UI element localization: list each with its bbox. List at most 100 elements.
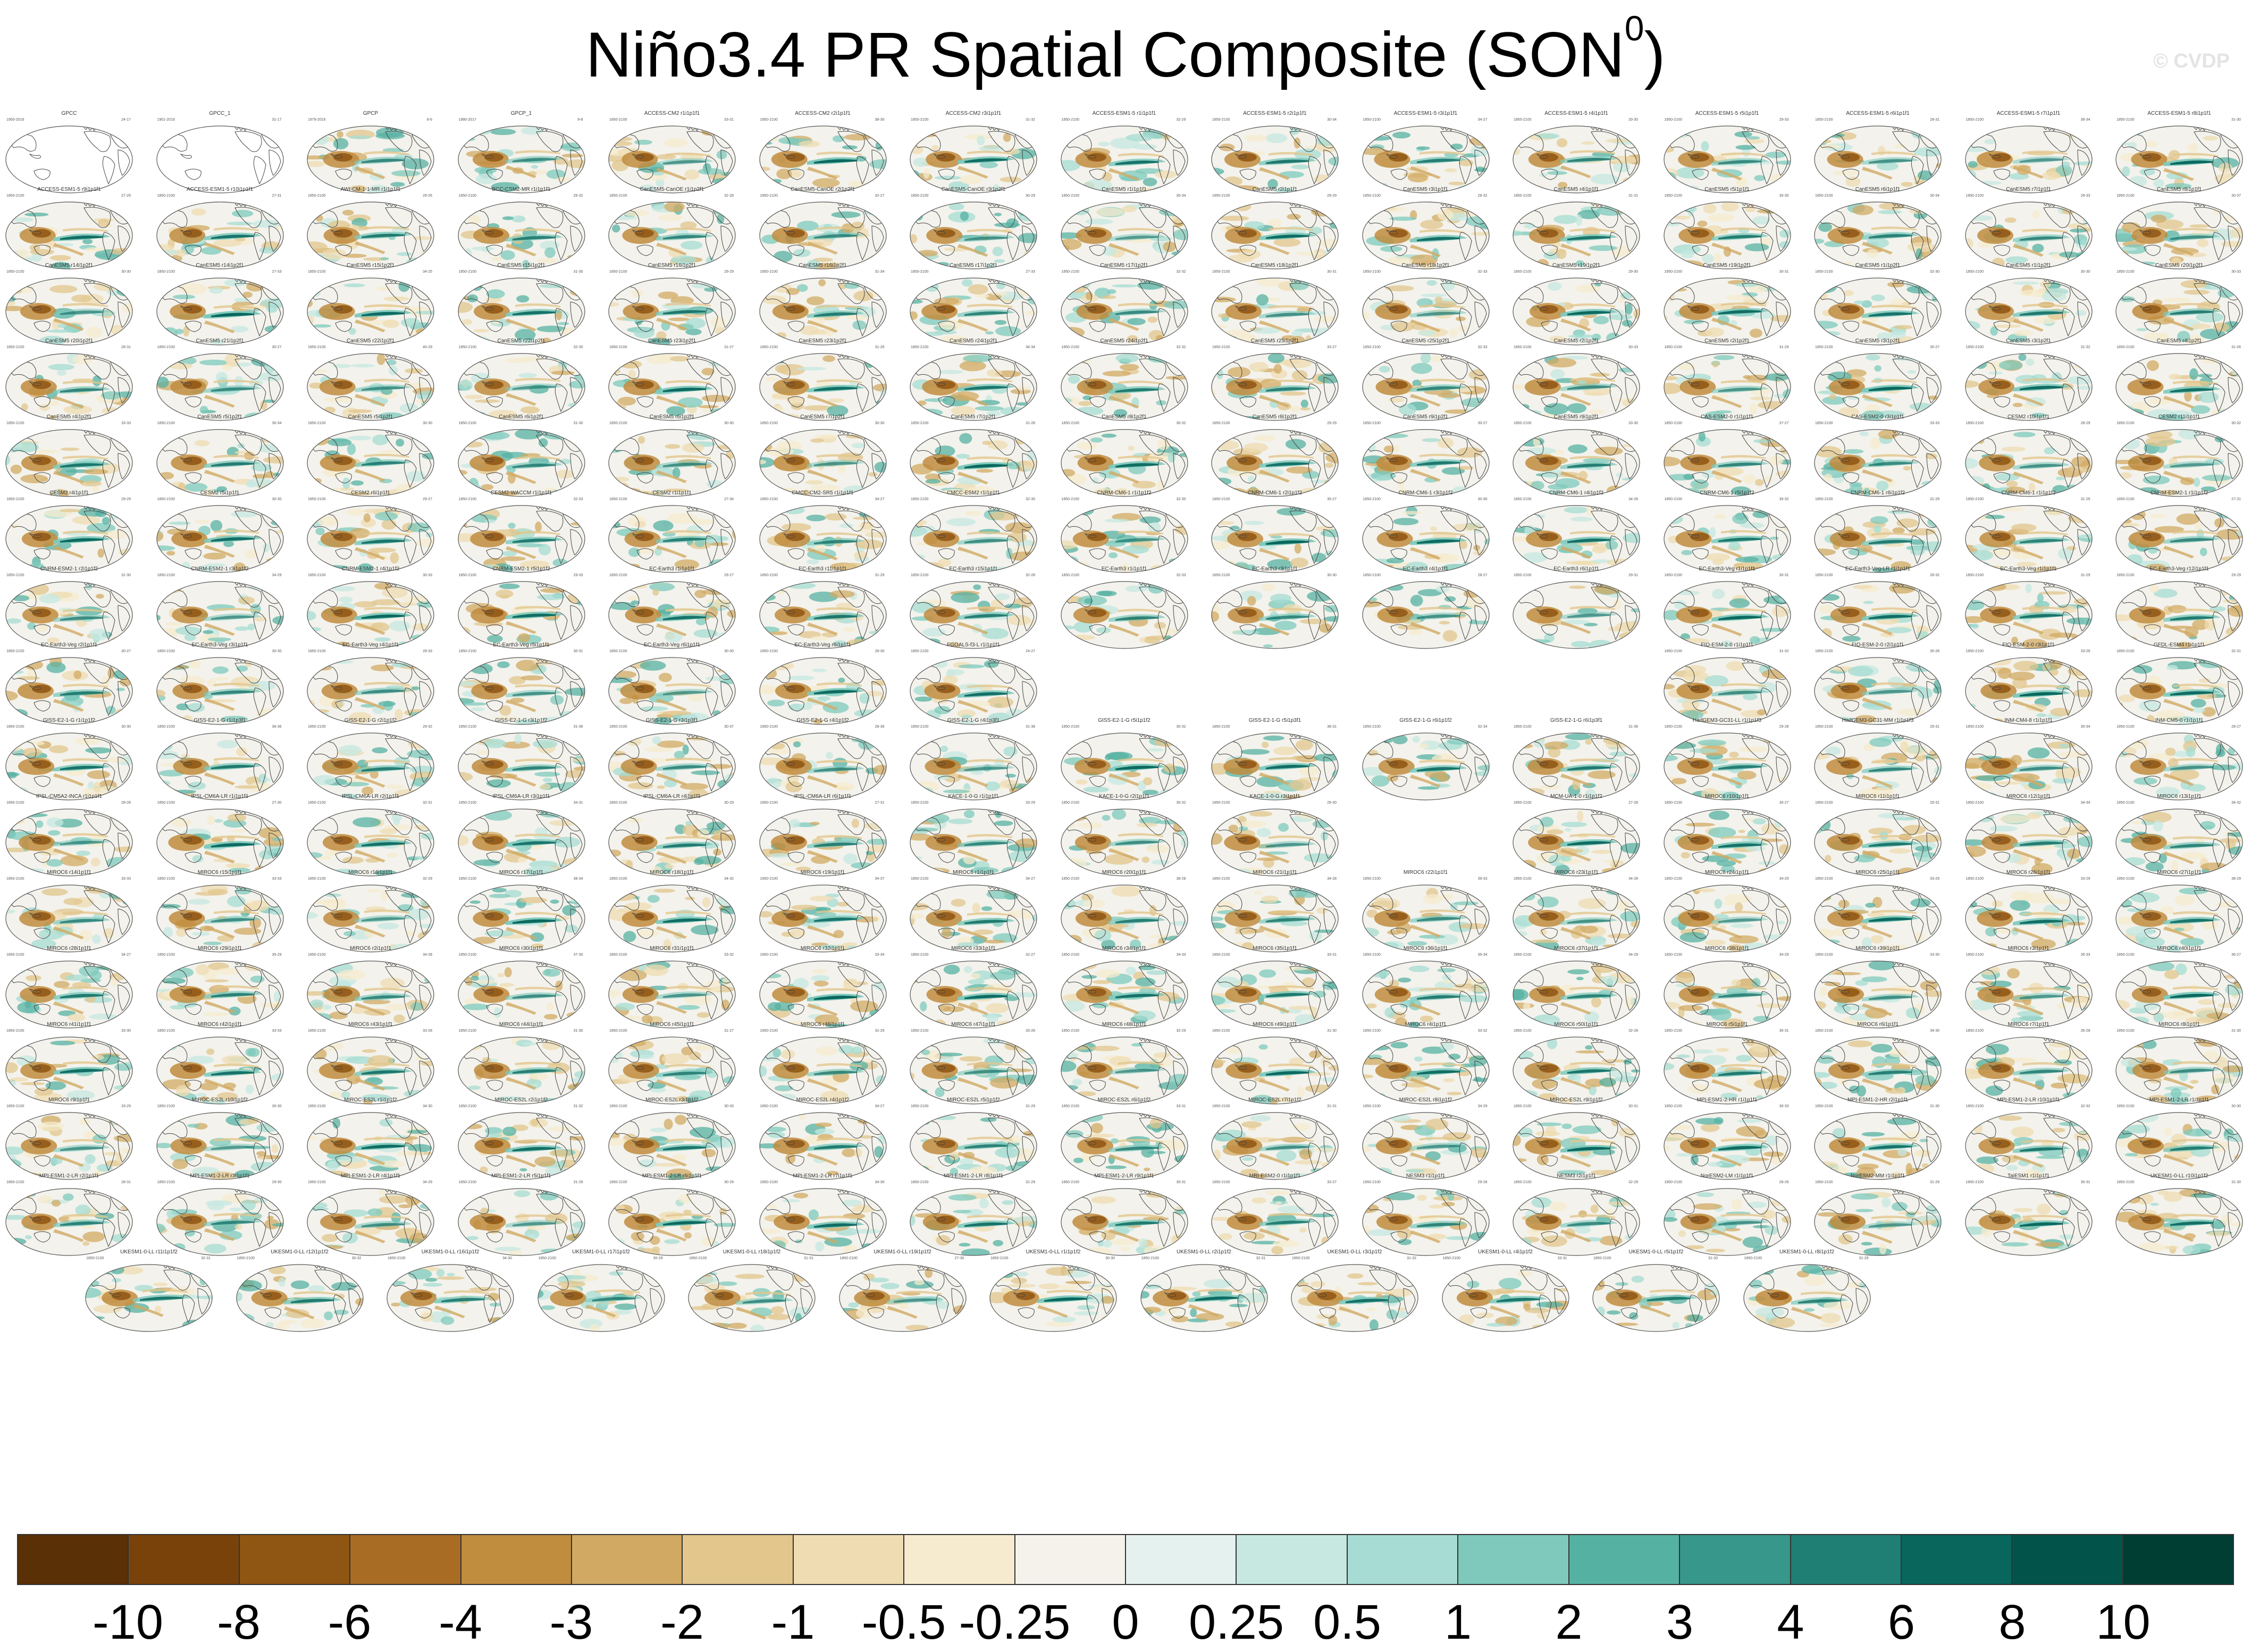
colorbar-label: -4 <box>439 1595 482 1649</box>
panel-event-count: 30-27 <box>1477 422 1488 426</box>
title-text: Niño3.4 PR Spatial Composite (SON <box>585 19 1625 90</box>
map-ellipse <box>537 1264 665 1332</box>
map-ellipse <box>1663 581 1791 649</box>
panel-years: 1850-2100 <box>458 422 476 426</box>
panel-event-count: 32-30 <box>573 345 583 350</box>
map-ellipse <box>1211 808 1339 876</box>
panel-years: 1850-2100 <box>157 649 175 653</box>
panel-years: 1850-2100 <box>2116 118 2135 122</box>
map-ellipse <box>156 201 284 269</box>
panel-event-count: 34-32 <box>2231 801 2241 805</box>
map-ellipse <box>1663 656 1791 725</box>
panel-event-count: 30-33 <box>1779 1105 1789 1109</box>
map-panel: CanESM5 r9i1p2f1 1850-2100 30-27 <box>1361 413 1491 498</box>
map-ellipse <box>1513 353 1640 421</box>
panel-title: CanESM5 r16i1p2f1 <box>799 262 847 268</box>
map-ellipse <box>608 429 736 497</box>
panel-years: 1850-2100 <box>990 1257 1009 1260</box>
panel-title: ACCESS-ESM1-5 r4i1p1f1 <box>1544 111 1608 116</box>
panel-years: 1850-2100 <box>609 877 627 881</box>
panel-event-count: 33-30 <box>121 1029 131 1033</box>
map-panel: MPI-ESM1-2-LR r10i1p1f1 1850-2100 32-32 <box>1964 1096 2094 1181</box>
map-panel: MIROC6 r25i1p1f1 1850-2100 33-29 <box>1813 869 1943 954</box>
panel-title: MIROC6 r36i1p1f1 <box>1403 945 1448 951</box>
map-ellipse <box>1513 1188 1640 1256</box>
panel-event-count: 30-32 <box>2231 422 2241 426</box>
panel-event-count: 33-33 <box>272 877 282 881</box>
panel-event-count: 32-32 <box>1176 345 1186 350</box>
map-panel: MIROC6 r38i1p1f1 1850-2100 34-29 <box>1662 945 1792 1030</box>
panel-event-count: 30-30 <box>724 649 734 653</box>
panel-title: GISS-E2-1-G r4i1p1f2 <box>796 718 849 724</box>
map-ellipse <box>910 960 1037 1029</box>
colorbar-label: -0.25 <box>959 1595 1071 1649</box>
colorbar-box <box>461 1535 573 1584</box>
panel-event-count: 29-27 <box>724 573 734 577</box>
map-ellipse <box>910 125 1037 193</box>
panel-title: MIROC6 r38i1p1f1 <box>1704 945 1750 951</box>
panel-title: CanESM5 r19i1p2f1 <box>1552 262 1601 268</box>
panel-title: HadGEM3-GC31-LL r1i1p1f3 <box>1692 718 1762 724</box>
map-ellipse <box>608 505 736 573</box>
map-ellipse <box>910 656 1037 725</box>
map-ellipse <box>1663 732 1791 800</box>
panel-event-count: 33-32 <box>1477 1029 1488 1033</box>
panel-years: 1850-2100 <box>308 1029 326 1033</box>
map-ellipse <box>759 1036 887 1105</box>
panel-title: GISS-E2-1-G r3i1p1f2 <box>495 718 548 724</box>
map-ellipse <box>1060 1036 1188 1105</box>
panel-event-count: 32-31 <box>201 1257 211 1260</box>
panel-title: MIROC6 r16i1p1f1 <box>348 870 393 875</box>
map-panel: EC-Earth3-Veg r1i1p1f1 1850-2100 30-31 <box>1662 565 1792 650</box>
panel-years: 1850-2100 <box>1815 345 1833 350</box>
panel-event-count: 30-37 <box>724 725 734 729</box>
map-ellipse <box>5 884 133 953</box>
panel-years: 1850-2100 <box>911 573 929 577</box>
panel-years: 1850-2100 <box>6 953 24 957</box>
map-ellipse <box>1964 1188 2093 1256</box>
map-panel: MIROC6 r13i1p1f1 1850-2100 34-32 <box>2114 793 2244 878</box>
map-ellipse <box>759 505 887 573</box>
map-panel-grid: GPCC 1900-2016 24-17 GPCC_1 1901-2016 31-17 GP… <box>4 109 2244 1332</box>
panel-title: MIROC6 r9i1p1f1 <box>48 1097 90 1103</box>
panel-event-count: 35-32 <box>1779 498 1789 501</box>
panel-years: 1850-2100 <box>1966 877 1984 881</box>
panel-years: 1850-2100 <box>1664 953 1682 957</box>
panel-event-count: 31-30 <box>573 422 583 426</box>
map-panel: GPCC 1900-2016 24-17 <box>4 109 134 195</box>
panel-years: 1850-2100 <box>6 573 24 577</box>
map-ellipse <box>759 884 887 953</box>
map-panel: CESM2 r6i1p1f1 1850-2100 29-27 <box>306 489 435 574</box>
panel-years: 1850-2100 <box>308 422 326 426</box>
panel-years: 1850-2100 <box>2116 953 2135 957</box>
panel-years: 1850-2100 <box>760 422 778 426</box>
map-ellipse <box>1513 581 1640 649</box>
map-panel: EC-Earth3 r3i1p1f1 1850-2100 30-30 <box>1210 565 1340 650</box>
map-ellipse <box>1814 505 1942 573</box>
map-panel: CanESM5 r2i1p1f1 1850-2100 29-29 <box>1210 186 1340 271</box>
map-ellipse <box>307 277 434 345</box>
map-panel: MIROC6 r28i1p1f1 1850-2100 34-27 <box>4 945 134 1030</box>
panel-event-count: 30-30 <box>1105 1257 1115 1260</box>
map-panel: CanESM5 r6i1p2f1 1850-2100 31-30 <box>457 413 586 498</box>
map-panel: CanESM5 r2i1p2f1 1850-2100 31-29 <box>1662 337 1792 422</box>
map-panel: MIROC6 r37i1p1f1 1850-2100 34-29 <box>1511 945 1641 1030</box>
panel-years: 1850-2100 <box>1966 953 1984 957</box>
panel-title: ACCESS-ESM1-5 r8i1p1f1 <box>2147 111 2211 116</box>
map-panel: EC-Earth3-Veg r4i1p1f1 1850-2100 28-33 <box>306 641 435 726</box>
panel-title: KACE-1-0-G r2i1p1f1 <box>1098 794 1150 800</box>
map-panel: ACCESS-ESM1-5 r7i1p1f1 1850-2100 36-34 <box>1964 109 2094 195</box>
map-ellipse <box>1964 201 2093 269</box>
panel-years: 1850-2100 <box>1966 1105 1984 1109</box>
panel-title: MIROC6 r28i1p1f1 <box>47 945 91 951</box>
panel-title: MIROC6 r35i1p1f1 <box>1253 945 1297 951</box>
map-panel: ACCESS-ESM1-5 r9i1p1f1 1850-2100 27-29 <box>4 186 134 271</box>
panel-event-count: 30-33 <box>724 1105 734 1109</box>
panel-years: 1850-2100 <box>1664 345 1682 350</box>
panel-years: 1850-2100 <box>1061 118 1079 122</box>
panel-years: 1850-2100 <box>1363 1029 1381 1033</box>
map-ellipse <box>2115 505 2243 573</box>
colorbar-label: 6 <box>1887 1595 1916 1649</box>
map-panel: GPCP 1979-2016 8-6 <box>306 109 435 195</box>
colorbar-label: -2 <box>660 1595 704 1649</box>
